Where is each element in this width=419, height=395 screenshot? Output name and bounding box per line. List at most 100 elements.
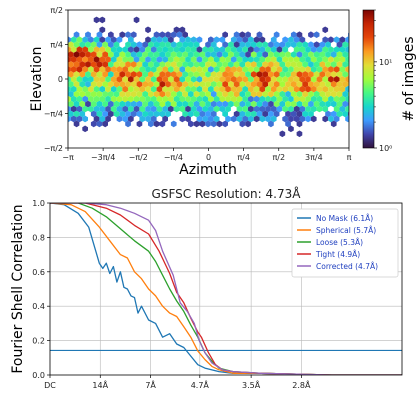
colorbar-label: # of images [401,36,417,121]
hexbin-cell [316,85,323,93]
hexbin-cell [68,71,74,78]
hexbin-cell [273,71,280,78]
legend-label-spherical: Spherical (5.7Å) [316,226,376,235]
hexbin-cell [182,100,188,108]
hexbin-cell [170,90,177,98]
hexbin-cell [162,85,168,93]
hexbin-cell [176,100,183,108]
hexbin-cell [242,85,248,93]
hexbin-cell [82,115,88,123]
hexbin-cell [319,90,326,98]
hexbin-cell [210,61,217,68]
hexbin-cell [276,76,283,83]
hexbin-cell [282,66,289,73]
hexbin-cell [202,66,208,73]
hexbin-cell [225,46,231,53]
hexbin-cell [182,110,188,118]
hexbin-cell [210,100,217,108]
hexbin-cell [182,81,188,88]
hexbin-cell [90,110,97,118]
hexbin-cell [313,41,320,48]
hexbin-cell [142,110,148,118]
hexbin-cell [182,41,188,48]
hexbin-cell [70,85,77,93]
hexbin-cell [253,85,260,93]
hexbin-cell [268,90,274,98]
hexbin-cell [73,100,80,108]
hexbin-cell [196,36,203,43]
hexbin-cell [145,66,151,73]
hexbin-cell [79,71,86,78]
hexbin-cell [116,66,123,73]
hexbin-cell [139,115,146,123]
hexbin-cell [82,36,88,43]
hexbin-cell [248,76,254,83]
hexbin-cell [250,90,257,98]
hexbin-cell [165,51,171,58]
hexbin-cell [142,81,148,88]
hexbin-cell [216,90,223,98]
hexbin-cell [222,100,228,108]
hexbin-cell [270,66,277,73]
hexbin-cell [162,105,168,113]
hexbin-cell [179,26,186,34]
hexbin-cell [342,41,349,48]
hexbin-cell [270,115,277,123]
hexbin-cell [68,41,74,48]
hexbin-cell [133,76,140,83]
hexbin-cell [265,95,271,103]
hexbin-cell [336,71,343,78]
heatmap-y-tick-label: −π/2 [44,144,63,153]
hexbin-cell [279,71,286,78]
hexbin-cell [245,100,251,108]
hexbin-cell [236,85,243,93]
heatmap-x-tick-label: 3π/4 [305,153,323,162]
hexbin-cell [282,115,289,123]
hexbin-cell [333,66,340,73]
hexbin-cell [233,110,240,118]
hexbin-cell [136,51,143,58]
hexbin-cell [219,85,226,93]
hexbin-cell [248,46,254,53]
hexbin-cell [139,76,146,83]
hexbin-cell [333,36,340,43]
hexbin-cell [230,76,237,83]
hexbin-cell [162,46,168,53]
hexbin-cell [239,71,246,78]
hexbin-cell [148,61,154,68]
hexbin-cell [139,46,146,53]
hexbin-cell [336,51,343,58]
hexbin-cell [256,41,263,48]
hexbin-cell [139,105,146,113]
hexbin-cell [222,31,228,38]
hexbin-cell [290,61,297,68]
hexbin-cell [68,51,74,58]
hexbin-cell [313,100,320,108]
hexbin-cell [302,100,309,108]
hexbin-cell [208,36,214,43]
hexbin-cell [265,85,271,93]
hexbin-cell [339,105,346,113]
hexbin-cell [325,61,331,68]
hexbin-cell [110,56,117,63]
hexbin-cell [208,85,214,93]
hexbin-cell [253,66,260,73]
hexbin-cell [339,46,346,53]
heatmap-x-tick-label: π/2 [272,153,285,162]
hexbin-cell [102,90,108,98]
hexbin-cell [279,81,286,88]
hexbin-cell [148,81,154,88]
fsc-title: GSFSC Resolution: 4.73Å [152,186,302,201]
hexbin-cell [290,71,297,78]
hexbin-cell [313,61,320,68]
hexbin-cell [256,71,263,78]
hexbin-cell [219,105,226,113]
legend-label-loose: Loose (5.3Å) [316,238,363,247]
hexbin-cell [308,110,314,118]
viewing-distribution-panel: −π −3π/4 −π/2 −π/4 0 π/4 π/2 3π/4 π π/2π/40−π/4−… [29,6,417,178]
hexbin-cell [179,66,186,73]
hexbin-cell [176,41,183,48]
hexbin-cell [179,105,186,113]
heatmap-x-tick-label: −3π/4 [91,153,115,162]
hexbin-cell [142,61,148,68]
